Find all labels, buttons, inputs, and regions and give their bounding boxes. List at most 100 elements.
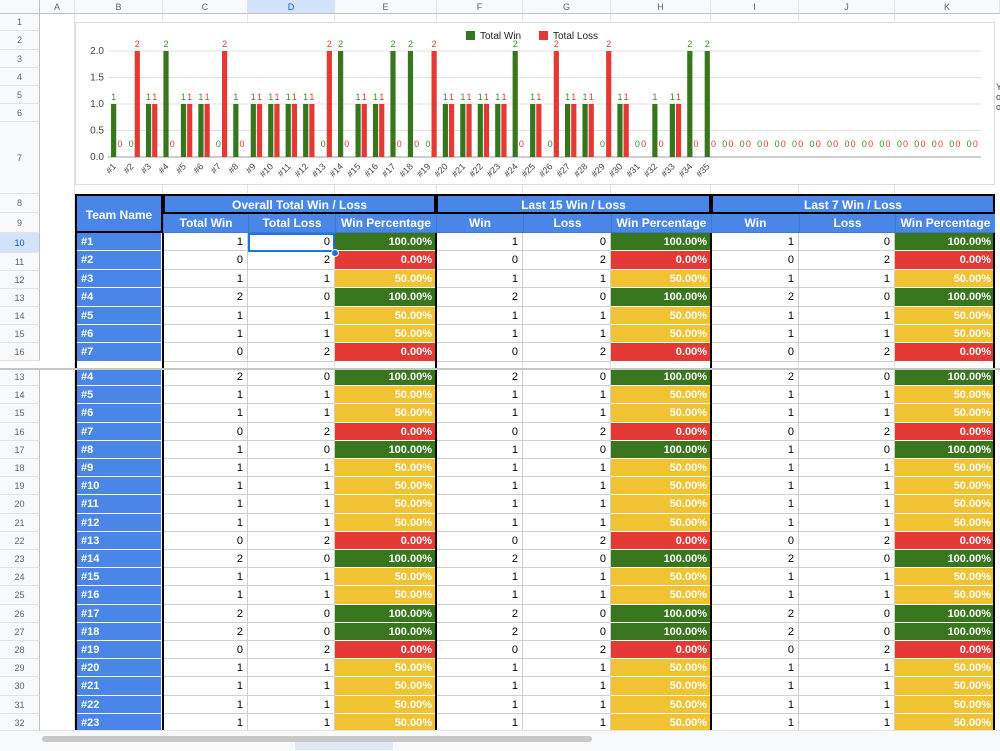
last7-loss-cell[interactable]: 0 — [799, 440, 895, 459]
last7-win-cell[interactable]: 1 — [711, 306, 799, 325]
last15-win-percentage-cell[interactable]: 100.00% — [611, 622, 711, 641]
win-percentage-cell[interactable]: 50.00% — [335, 386, 436, 405]
win-percentage-cell[interactable]: 50.00% — [335, 677, 436, 696]
win-percentage-cell[interactable]: 50.00% — [335, 513, 436, 532]
last15-win-cell[interactable]: 1 — [436, 677, 523, 696]
last7-win-cell[interactable]: 1 — [711, 695, 799, 714]
last7-win-percentage-cell[interactable]: 50.00% — [895, 695, 995, 714]
row-header-29[interactable]: 29 — [0, 659, 40, 678]
last15-win-percentage-cell[interactable]: 100.00% — [611, 604, 711, 623]
last7-win-percentage-cell[interactable]: 50.00% — [895, 495, 995, 514]
win-percentage-cell[interactable]: 100.00% — [335, 604, 436, 623]
total-loss-cell[interactable]: 1 — [248, 695, 335, 714]
total-win-cell[interactable]: 1 — [163, 568, 248, 587]
last7-win-cell[interactable]: 2 — [711, 604, 799, 623]
last15-win-cell[interactable]: 1 — [436, 269, 523, 289]
win-percentage-cell[interactable]: 50.00% — [335, 325, 436, 344]
total-loss-cell[interactable]: 1 — [248, 477, 335, 496]
last15-loss-cell[interactable]: 1 — [523, 586, 611, 605]
total-loss-cell[interactable]: 2 — [248, 343, 335, 362]
total-win-cell[interactable]: 0 — [163, 422, 248, 441]
last7-win-cell[interactable]: 1 — [711, 404, 799, 423]
last7-win-cell[interactable]: 2 — [711, 622, 799, 641]
row-header-7[interactable]: 7 — [0, 122, 40, 194]
last7-win-percentage-cell[interactable]: 50.00% — [895, 386, 995, 405]
last7-loss-cell[interactable]: 2 — [799, 343, 895, 362]
last15-win-percentage-cell[interactable]: 100.00% — [611, 440, 711, 459]
win-percentage-cell[interactable]: 0.00% — [335, 641, 436, 660]
last7-win-cell[interactable]: 2 — [711, 550, 799, 569]
last15-win-percentage-cell[interactable]: 50.00% — [611, 586, 711, 605]
row-header-16[interactable]: 16 — [0, 422, 40, 441]
total-win-cell[interactable]: 2 — [163, 622, 248, 641]
last7-win-percentage-cell[interactable]: 100.00% — [895, 622, 995, 641]
last7-win-cell[interactable]: 1 — [711, 513, 799, 532]
row-header-27[interactable]: 27 — [0, 622, 40, 641]
total-win-cell[interactable]: 1 — [163, 695, 248, 714]
last7-loss-cell[interactable]: 0 — [799, 288, 895, 307]
last7-loss-cell[interactable]: 1 — [799, 306, 895, 325]
last7-loss-cell[interactable]: 0 — [799, 368, 895, 387]
win-percentage-cell[interactable]: 50.00% — [335, 404, 436, 423]
last15-win-cell[interactable]: 0 — [436, 531, 523, 550]
last15-win-percentage-cell[interactable]: 50.00% — [611, 459, 711, 478]
row-header-15[interactable]: 15 — [0, 325, 40, 343]
last7-win-cell[interactable]: 1 — [711, 586, 799, 605]
last15-win-percentage-cell[interactable]: 50.00% — [611, 477, 711, 496]
column-header-e[interactable]: E — [335, 0, 437, 14]
win-percentage-cell[interactable]: 50.00% — [335, 568, 436, 587]
row-header-26[interactable]: 26 — [0, 604, 40, 623]
last15-win-cell[interactable]: 2 — [436, 288, 523, 307]
total-win-cell[interactable]: 1 — [163, 677, 248, 696]
horizontal-scrollbar[interactable] — [0, 730, 1000, 751]
win-percentage-cell[interactable]: 100.00% — [335, 288, 436, 307]
last15-win-percentage-cell[interactable]: 50.00% — [611, 568, 711, 587]
sheet-tab[interactable] — [295, 742, 393, 750]
last15-win-percentage-cell[interactable]: 50.00% — [611, 659, 711, 678]
last15-win-cell[interactable]: 1 — [436, 404, 523, 423]
last7-loss-cell[interactable]: 2 — [799, 641, 895, 660]
last7-win-percentage-cell[interactable]: 100.00% — [895, 440, 995, 459]
last15-loss-cell[interactable]: 1 — [523, 513, 611, 532]
total-loss-cell[interactable]: 1 — [248, 586, 335, 605]
row-header-24[interactable]: 24 — [0, 568, 40, 587]
last7-loss-cell[interactable]: 1 — [799, 568, 895, 587]
last15-loss-cell[interactable]: 1 — [523, 404, 611, 423]
row-header-13[interactable]: 13 — [0, 289, 40, 307]
total-loss-cell[interactable]: 1 — [248, 325, 335, 344]
win-percentage-cell[interactable]: 50.00% — [335, 477, 436, 496]
total-loss-cell[interactable]: 2 — [248, 641, 335, 660]
last7-win-percentage-cell[interactable]: 50.00% — [895, 325, 995, 344]
selected-cell-outline[interactable] — [248, 233, 335, 252]
total-win-cell[interactable]: 1 — [163, 459, 248, 478]
total-win-cell[interactable]: 2 — [163, 368, 248, 387]
last15-loss-cell[interactable]: 1 — [523, 269, 611, 289]
total-win-cell[interactable]: 1 — [163, 440, 248, 459]
last7-win-cell[interactable]: 1 — [711, 477, 799, 496]
win-percentage-cell[interactable]: 100.00% — [335, 550, 436, 569]
last15-win-cell[interactable]: 1 — [436, 586, 523, 605]
last15-win-cell[interactable]: 1 — [436, 306, 523, 325]
win-percentage-cell[interactable]: 50.00% — [335, 695, 436, 714]
last15-loss-cell[interactable]: 1 — [523, 677, 611, 696]
total-win-cell[interactable]: 1 — [163, 513, 248, 532]
column-header-d[interactable]: D — [248, 0, 335, 14]
last15-win-cell[interactable]: 1 — [436, 233, 523, 252]
last15-win-cell[interactable]: 1 — [436, 386, 523, 405]
total-loss-cell[interactable]: 0 — [248, 440, 335, 459]
last15-loss-cell[interactable]: 0 — [523, 233, 611, 252]
last15-win-percentage-cell[interactable]: 0.00% — [611, 251, 711, 270]
last7-win-percentage-cell[interactable]: 0.00% — [895, 422, 995, 441]
last7-win-cell[interactable]: 0 — [711, 531, 799, 550]
total-win-cell[interactable]: 0 — [163, 531, 248, 550]
total-loss-cell[interactable]: 1 — [248, 386, 335, 405]
last7-win-percentage-cell[interactable]: 100.00% — [895, 604, 995, 623]
last15-loss-cell[interactable]: 1 — [523, 306, 611, 325]
total-win-cell[interactable]: 0 — [163, 343, 248, 362]
column-header-b[interactable]: B — [75, 0, 163, 14]
win-loss-chart[interactable]: 0.0 0.5 1.0 1.5 2.0 Total Win Total Loss 1 0 #1 0 2… — [75, 22, 995, 185]
win-percentage-cell[interactable]: 50.00% — [335, 586, 436, 605]
last15-loss-cell[interactable]: 1 — [523, 695, 611, 714]
last15-loss-cell[interactable]: 1 — [523, 495, 611, 514]
last7-win-percentage-cell[interactable]: 50.00% — [895, 477, 995, 496]
